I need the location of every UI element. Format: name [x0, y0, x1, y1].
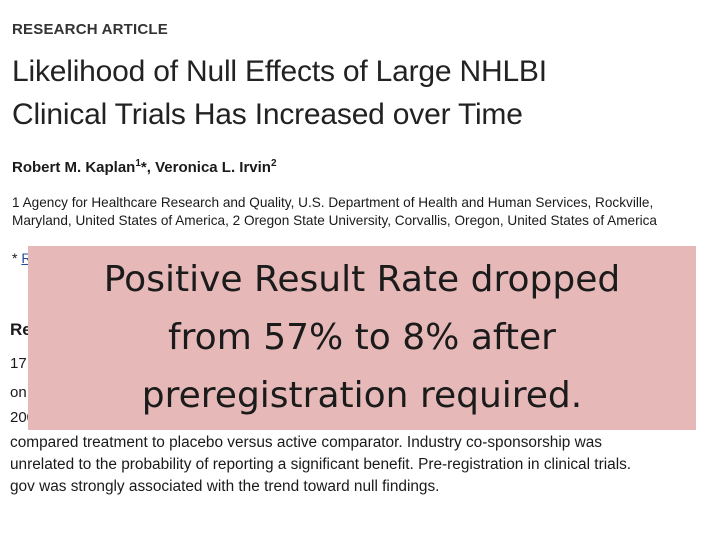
affiliation-line: 1 Agency for Healthcare Research and Qua…	[12, 195, 654, 210]
abstract-body: compared treatment to placebo versus act…	[10, 432, 715, 498]
correspondence-email-link[interactable]: R	[21, 250, 32, 266]
body-line: gov was strongly associated with the tre…	[10, 478, 440, 495]
correspondence-mark: *	[12, 250, 18, 266]
partial-text-line: 17	[10, 355, 27, 372]
callout-line: preregistration required.	[141, 375, 583, 416]
author-name[interactable]: Robert M. Kaplan	[12, 159, 136, 176]
body-line: compared treatment to placebo versus act…	[10, 434, 602, 451]
author-list: Robert M. Kaplan1*, Veronica L. Irvin2	[12, 158, 277, 176]
article-title: Likelihood of Null Effects of Large NHLB…	[12, 50, 712, 136]
corresponding-author-mark: *	[140, 159, 147, 176]
title-line-2: Clinical Trials Has Increased over Time	[12, 98, 523, 131]
partial-text-line: on	[10, 384, 27, 401]
author-name[interactable]: Veronica L. Irvin	[155, 159, 271, 176]
affiliation-superscript: 2	[270, 158, 277, 169]
highlight-callout-box: Positive Result Rate dropped from 57% to…	[28, 246, 696, 430]
affiliations: 1 Agency for Healthcare Research and Qua…	[12, 194, 712, 230]
affiliation-superscript: 1	[135, 158, 141, 169]
callout-line: from 57% to 8% after	[168, 317, 556, 358]
title-line-1: Likelihood of Null Effects of Large NHLB…	[12, 55, 547, 88]
correspondence-line: * R	[12, 250, 31, 266]
callout-line: Positive Result Rate dropped	[103, 259, 621, 300]
author-separator: ,	[146, 159, 156, 176]
body-line: unrelated to the probability of reportin…	[10, 456, 632, 473]
affiliation-line: Maryland, United States of America, 2 Or…	[12, 213, 657, 228]
section-heading: Re	[10, 320, 32, 339]
article-type-label: RESEARCH ARTICLE	[12, 21, 168, 38]
